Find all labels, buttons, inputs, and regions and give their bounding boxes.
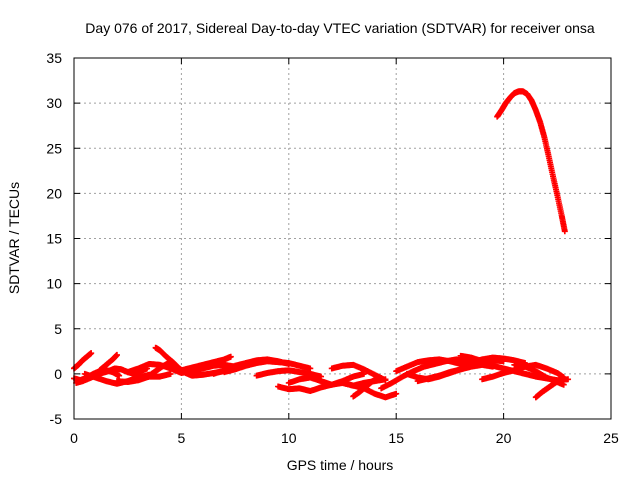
y-axis-label: SDTVAR / TECUs (6, 182, 22, 294)
y-tick-label: -5 (50, 411, 63, 427)
x-tick-label: 5 (178, 430, 186, 446)
data-point (560, 381, 567, 388)
data-series (71, 88, 572, 401)
series-sat-track-m (253, 367, 325, 380)
data-point (376, 375, 383, 382)
data-point (307, 365, 314, 372)
x-tick-label: 20 (496, 430, 512, 446)
y-tick-label: 10 (46, 276, 62, 292)
y-tick-label: 20 (46, 185, 62, 201)
data-point (500, 358, 507, 365)
series-sat-track-v (414, 361, 496, 385)
data-point (561, 228, 568, 235)
data-point (88, 350, 95, 357)
data-point (565, 376, 572, 383)
data-point (116, 372, 123, 379)
y-tick-label: 0 (54, 366, 62, 382)
x-tick-label: 0 (70, 430, 78, 446)
series-sat-track-arc (494, 88, 568, 235)
y-tick-label: 35 (46, 50, 62, 66)
y-tick-label: 25 (46, 140, 62, 156)
series-sat-track-l (210, 356, 292, 377)
x-tick-label: 15 (388, 430, 404, 446)
series-sat-track-j (178, 353, 234, 374)
series-sat-track-i (113, 370, 174, 385)
series-sat-track-r (350, 375, 383, 400)
data-point (113, 351, 120, 358)
chart-title: Day 076 of 2017, Sidereal Day-to-day VTE… (85, 20, 595, 36)
series-sat-track-z (532, 376, 565, 401)
y-tick-label: 5 (54, 321, 62, 337)
series-sat-track-d (96, 351, 120, 374)
data-point (285, 360, 292, 367)
x-axis-label: GPS time / hours (287, 457, 394, 473)
x-tick-label: 10 (281, 430, 297, 446)
y-tick-label: 30 (46, 95, 62, 111)
axis-ticks: 0 5 10 15 20 25 -5 0 5 10 15 20 25 30 35 (46, 50, 619, 446)
data-point (393, 390, 400, 397)
y-tick-label: 15 (46, 231, 62, 247)
data-point (227, 353, 234, 360)
data-point (558, 376, 565, 383)
data-point (167, 370, 174, 377)
data-point (382, 377, 389, 384)
series-sat-track-t (393, 354, 529, 375)
x-tick-label: 25 (603, 430, 619, 446)
